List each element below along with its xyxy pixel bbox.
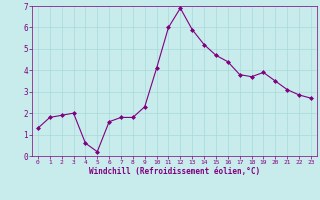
X-axis label: Windchill (Refroidissement éolien,°C): Windchill (Refroidissement éolien,°C) [89,167,260,176]
